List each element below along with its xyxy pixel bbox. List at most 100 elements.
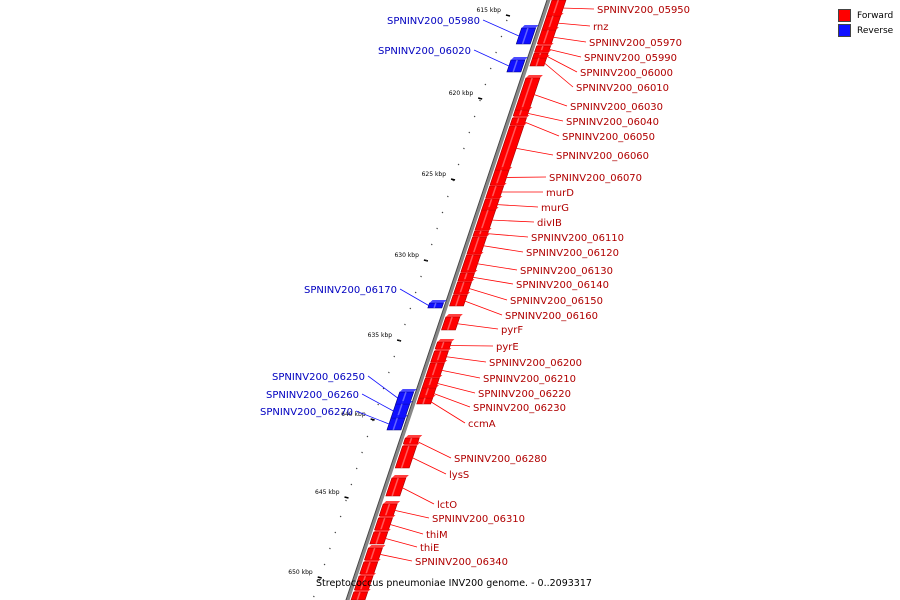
tick-label: 630 kbp <box>394 252 419 259</box>
gene-label: SPNINV200_06030 <box>570 102 663 113</box>
gene-label: SPNINV200_06250 <box>272 372 365 383</box>
gene-leader-line <box>495 204 539 208</box>
minor-tick <box>446 195 449 198</box>
gene-label: murG <box>541 203 569 214</box>
gene-block <box>350 589 371 600</box>
tick-label: 615 kbp <box>477 7 502 14</box>
gene-leader-line <box>378 553 413 562</box>
gene-label: SPNINV200_06310 <box>432 514 525 525</box>
gene-label: rnz <box>593 22 609 33</box>
gene-label: SPNINV200_06130 <box>520 266 613 277</box>
minor-tick <box>318 579 321 582</box>
gene-label: SPNINV200_06010 <box>576 83 669 94</box>
gene-block <box>353 573 377 591</box>
gene-leader-line <box>448 345 494 347</box>
gene-leader-line <box>523 121 560 137</box>
gene-spninv200-06280 <box>402 435 423 445</box>
gene-spninv200-06310 <box>378 501 401 517</box>
gene-label: SPNINV200_06170 <box>304 285 397 296</box>
legend-label-reverse: Reverse <box>857 25 894 36</box>
gene-leader-line <box>561 7 595 10</box>
gene-label: SPNINV200_06050 <box>562 132 655 143</box>
gene-leader-line <box>475 263 518 271</box>
gene-leader-line <box>463 300 503 316</box>
minor-tick <box>345 499 347 502</box>
gene-spninv200-06200 <box>430 348 452 363</box>
gene-leader-line <box>455 323 499 330</box>
gene-leader-line <box>542 61 574 88</box>
gene-leader-line <box>471 276 514 285</box>
gene-spninv200-06040 <box>512 107 533 117</box>
gene-ccma <box>416 395 436 405</box>
legend-item-reverse: Reverse <box>838 23 893 38</box>
gene-divib <box>474 207 499 231</box>
gene-block <box>359 559 381 575</box>
gene-label: SPNINV200_06220 <box>478 389 571 400</box>
gene-leader-line <box>526 112 564 122</box>
minor-tick <box>371 419 374 422</box>
gene-leader-line <box>393 509 430 519</box>
gene-leader-line <box>416 440 452 459</box>
gene-leader-line <box>481 245 524 253</box>
genome-caption: Streptococcus pneumoniae INV200 genome. … <box>316 578 592 589</box>
gene-label: SPNINV200_06120 <box>526 248 619 259</box>
gene-label: lysS <box>449 470 469 481</box>
gene-label: SPNINV200_05950 <box>597 5 690 16</box>
gene-label: SPNINV200_06340 <box>415 557 508 568</box>
minor-tick <box>409 307 412 310</box>
gene-features <box>350 0 567 600</box>
minor-tick <box>457 163 460 166</box>
gene-leader-line <box>532 93 568 107</box>
gene-leader-line <box>388 523 424 535</box>
gene-leader-line <box>355 410 390 425</box>
minor-tick <box>350 483 353 486</box>
gene-leader-line <box>551 36 587 43</box>
gene-label: divIB <box>537 218 562 229</box>
minor-tick <box>479 99 481 102</box>
minor-tick <box>398 339 401 342</box>
gene-leader-line <box>444 356 487 363</box>
gene-label: SPNINV200_06140 <box>516 280 609 291</box>
gene-leader-line <box>473 49 510 67</box>
gene-spninv200-06340 <box>363 545 386 561</box>
minor-tick <box>388 371 390 374</box>
genome-backbone <box>345 0 551 600</box>
tick-mark <box>450 178 456 181</box>
gene-spninv200-06210 <box>425 360 448 378</box>
gene-leader-line <box>556 22 591 27</box>
reverse-swatch <box>838 24 851 37</box>
gene-pyrf <box>441 314 463 331</box>
minor-tick <box>425 259 428 262</box>
gene-label: SPNINV200_05980 <box>387 16 480 27</box>
gene-label: SPNINV200_06160 <box>505 311 598 322</box>
gene-leader-line <box>435 382 476 394</box>
tick-mark <box>505 14 511 17</box>
gene-label: ccmA <box>468 419 496 430</box>
minor-tick <box>366 435 369 438</box>
minor-tick <box>334 531 337 534</box>
gene-spninv200-06020 <box>506 57 528 73</box>
tick-label: 645 kbp <box>315 489 340 496</box>
gene-label: thiE <box>420 543 439 554</box>
minor-tick <box>463 147 465 150</box>
gene-label: lctO <box>437 500 457 511</box>
gene-label: SPNINV200_06210 <box>483 374 576 385</box>
gene-leader-line <box>410 456 447 475</box>
gene-leader-line <box>482 19 520 37</box>
gene-label: SPNINV200_06000 <box>580 68 673 79</box>
gene-thim <box>374 515 396 531</box>
gene-lyss <box>394 443 420 469</box>
gene-leader-line <box>490 219 535 223</box>
minor-tick <box>500 35 503 38</box>
tick-label: 620 kbp <box>449 90 474 97</box>
kbp-ticks: 615 kbp 620 kbp 625 kbp 630 kbp 635 kbp 640 k… <box>288 7 511 598</box>
minor-tick <box>361 451 363 454</box>
gene-label: pyrF <box>501 325 523 336</box>
minor-tick <box>377 403 380 406</box>
gene-leader-line <box>383 537 418 548</box>
minor-tick <box>404 323 406 326</box>
gene-leader-line <box>545 55 578 73</box>
gene-label: SPNINV200_05970 <box>589 38 682 49</box>
gene-spninv200-06270 <box>386 415 408 431</box>
